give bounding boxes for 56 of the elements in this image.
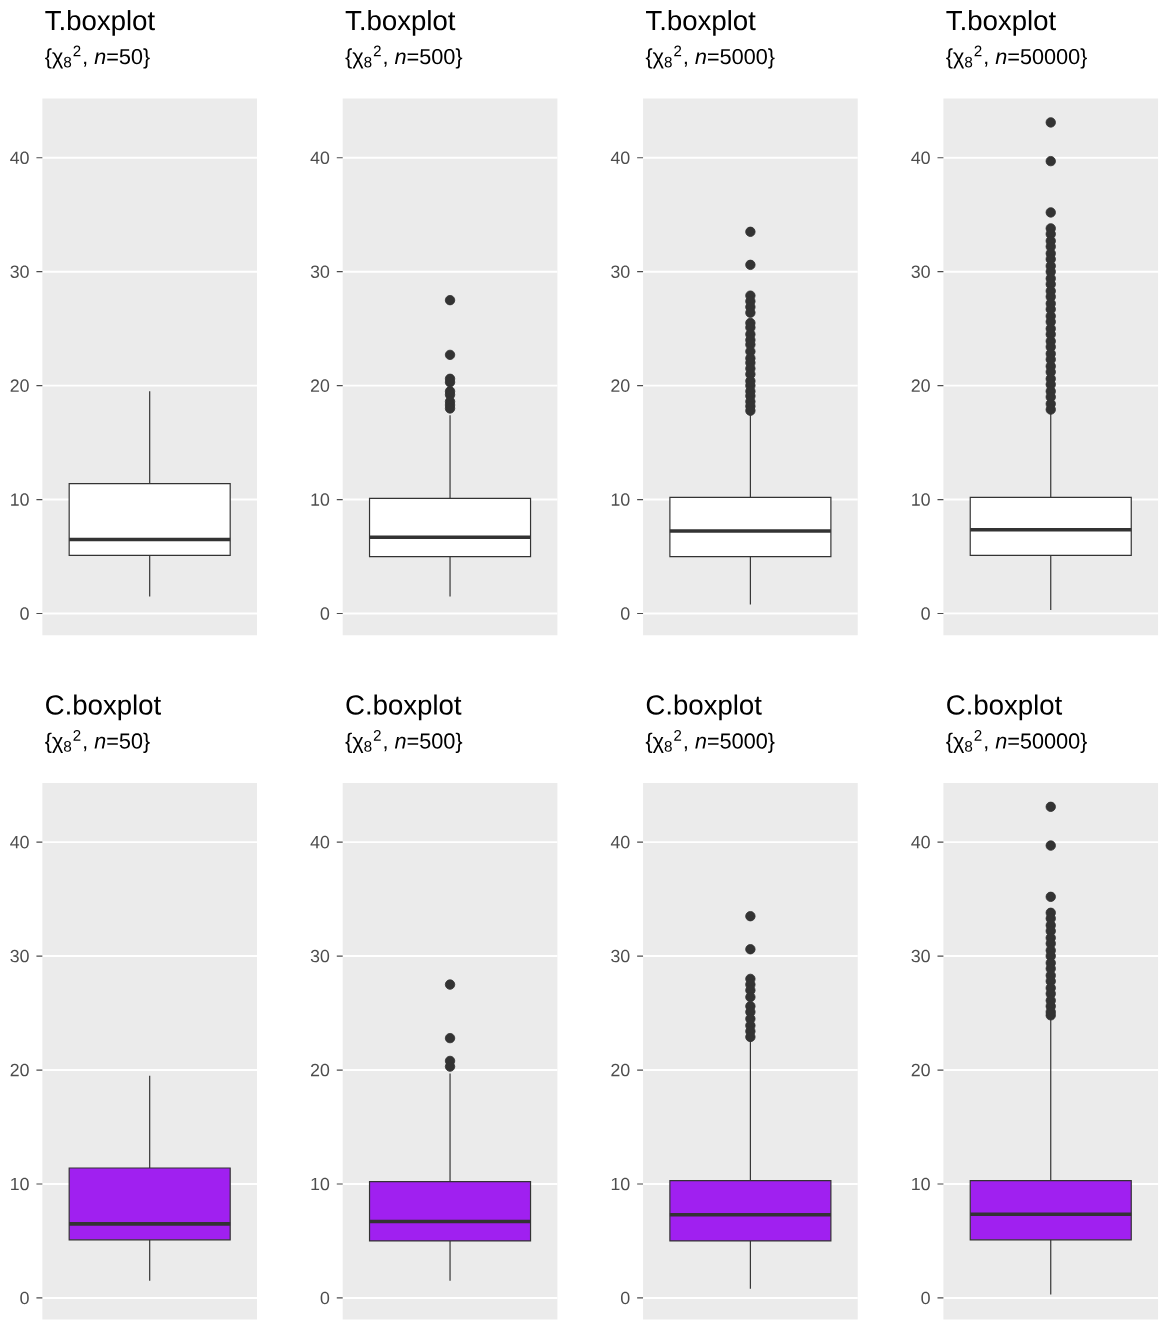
- y-tick-label: 20: [10, 379, 29, 392]
- chart-title: T.boxplot: [45, 10, 155, 36]
- y-tick-label: 30: [611, 949, 630, 963]
- y-tick-label: 10: [11, 1177, 29, 1191]
- y-tick-label: 0: [921, 1291, 930, 1305]
- y-tick-label: 10: [311, 1177, 330, 1191]
- y-tick-label: 30: [310, 265, 330, 278]
- y-tick-label: 10: [611, 1177, 630, 1191]
- y-tick-label: 40: [10, 151, 29, 165]
- y-tick-label: 20: [310, 379, 330, 392]
- y-tick-label: 30: [10, 949, 29, 963]
- y-tick-label: 0: [620, 607, 630, 620]
- y-tick-label: 10: [912, 493, 930, 506]
- y-tick-label: 40: [10, 835, 29, 849]
- y-tick-label: 0: [20, 607, 29, 620]
- y-tick-label: 40: [310, 151, 330, 165]
- y-tick-label: 40: [610, 151, 630, 165]
- y-tick-label: 0: [320, 1291, 330, 1305]
- y-tick-label: 20: [611, 379, 630, 392]
- chart-title: T.boxplot: [345, 10, 456, 36]
- y-tick-label: 30: [911, 949, 930, 963]
- y-tick-label: 10: [912, 1177, 930, 1191]
- chart-title: C.boxplot: [346, 694, 462, 721]
- y-tick-label: 40: [911, 835, 930, 849]
- y-tick-label: 0: [921, 607, 930, 620]
- y-tick-label: 30: [911, 265, 930, 278]
- y-tick-label: 0: [320, 607, 330, 620]
- y-tick-label: 20: [911, 379, 930, 392]
- y-tick-label: 30: [10, 265, 29, 278]
- y-tick-label: 0: [620, 1291, 630, 1305]
- chart-subtitle: {χ$_{8}$$^{2}$, n=50}: [45, 730, 150, 753]
- y-tick-label: 30: [611, 265, 630, 278]
- chart-title: C.boxplot: [46, 694, 161, 721]
- y-tick-label: 30: [310, 949, 330, 963]
- chart-subtitle: {χ$_{8}$$^{2}$, n=50}: [45, 45, 150, 69]
- chart-title: T.boxplot: [646, 10, 756, 36]
- y-tick-label: 40: [911, 151, 930, 165]
- chart-subtitle: {χ$_{8}$$^{2}$, n=50000}: [946, 730, 1087, 753]
- y-tick-label: 40: [310, 835, 330, 849]
- chart-subtitle: {χ$_{8}$$^{2}$, n=5000}: [645, 45, 775, 69]
- y-tick-label: 40: [610, 835, 630, 849]
- y-tick-label: 10: [11, 493, 29, 506]
- chart-title: C.boxplot: [646, 694, 762, 721]
- chart-subtitle: {χ$_{8}$$^{2}$, n=5000}: [645, 730, 775, 753]
- chart-title: T.boxplot: [946, 10, 1056, 36]
- chart-title: C.boxplot: [947, 694, 1063, 721]
- y-tick-label: 10: [311, 493, 330, 506]
- y-tick-label: 10: [611, 493, 630, 506]
- y-tick-label: 20: [611, 1063, 630, 1077]
- y-tick-label: 20: [911, 1063, 930, 1077]
- y-tick-label: 0: [20, 1291, 29, 1305]
- chart-subtitle: {χ$_{8}$$^{2}$, n=500}: [345, 730, 463, 753]
- chart-subtitle: {χ$_{8}$$^{2}$, n=500}: [345, 45, 463, 69]
- chart-subtitle: {χ$_{8}$$^{2}$, n=50000}: [946, 45, 1087, 69]
- y-tick-label: 20: [310, 1063, 330, 1077]
- y-tick-label: 20: [10, 1063, 29, 1077]
